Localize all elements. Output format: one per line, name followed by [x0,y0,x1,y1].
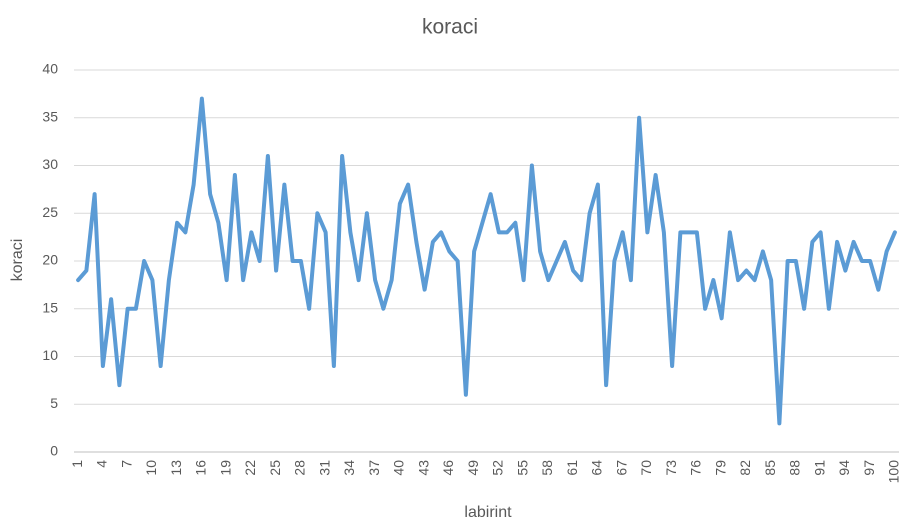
x-tick-label: 67 [613,460,629,476]
y-tick-label: 40 [42,61,58,77]
x-tick-label: 85 [762,460,778,476]
chart-title: koraci [422,16,478,39]
x-tick-label: 49 [465,460,481,476]
y-tick-label: 30 [42,156,58,172]
x-tick-label: 40 [391,460,407,476]
x-tick-label: 43 [415,460,431,476]
x-tick-label: 46 [440,460,456,476]
x-tick-label: 34 [341,460,357,476]
x-tick-label: 88 [787,460,803,476]
y-tick-label: 5 [50,395,58,411]
x-tick-label: 61 [564,460,580,476]
x-tick-label: 25 [267,460,283,476]
y-tick-label: 20 [42,252,58,268]
y-tick-label: 15 [42,299,58,315]
x-axis-label: labirint [464,504,512,521]
x-tick-label: 55 [514,460,530,476]
y-tick-label: 10 [42,347,58,363]
x-tick-label: 4 [94,460,110,468]
x-tick-label: 13 [168,460,184,476]
x-tick-label: 37 [366,460,382,476]
x-tick-label: 76 [688,460,704,476]
x-tick-label: 1 [69,460,85,468]
x-tick-label: 82 [737,460,753,476]
x-tick-label: 79 [712,460,728,476]
y-tick-label: 0 [50,443,58,459]
x-tick-label: 70 [638,460,654,476]
x-tick-label: 91 [811,460,827,476]
x-tick-label: 22 [242,460,258,476]
x-tick-label: 52 [490,460,506,476]
x-tick-label: 97 [861,460,877,476]
x-tick-label: 94 [836,460,852,476]
x-tick-label: 73 [663,460,679,476]
x-tick-label: 16 [193,460,209,476]
x-tick-label: 31 [316,460,332,476]
y-tick-label: 25 [42,204,58,220]
x-tick-label: 58 [539,460,555,476]
y-tick-label: 35 [42,108,58,124]
x-tick-label: 100 [886,460,902,484]
y-axis-label: koraci [9,239,26,282]
x-tick-label: 64 [589,460,605,476]
series-line [76,96,897,426]
x-tick-label: 19 [217,460,233,476]
x-tick-label: 28 [292,460,308,476]
x-tick-label: 7 [118,460,134,468]
x-tick-label: 10 [143,460,159,476]
